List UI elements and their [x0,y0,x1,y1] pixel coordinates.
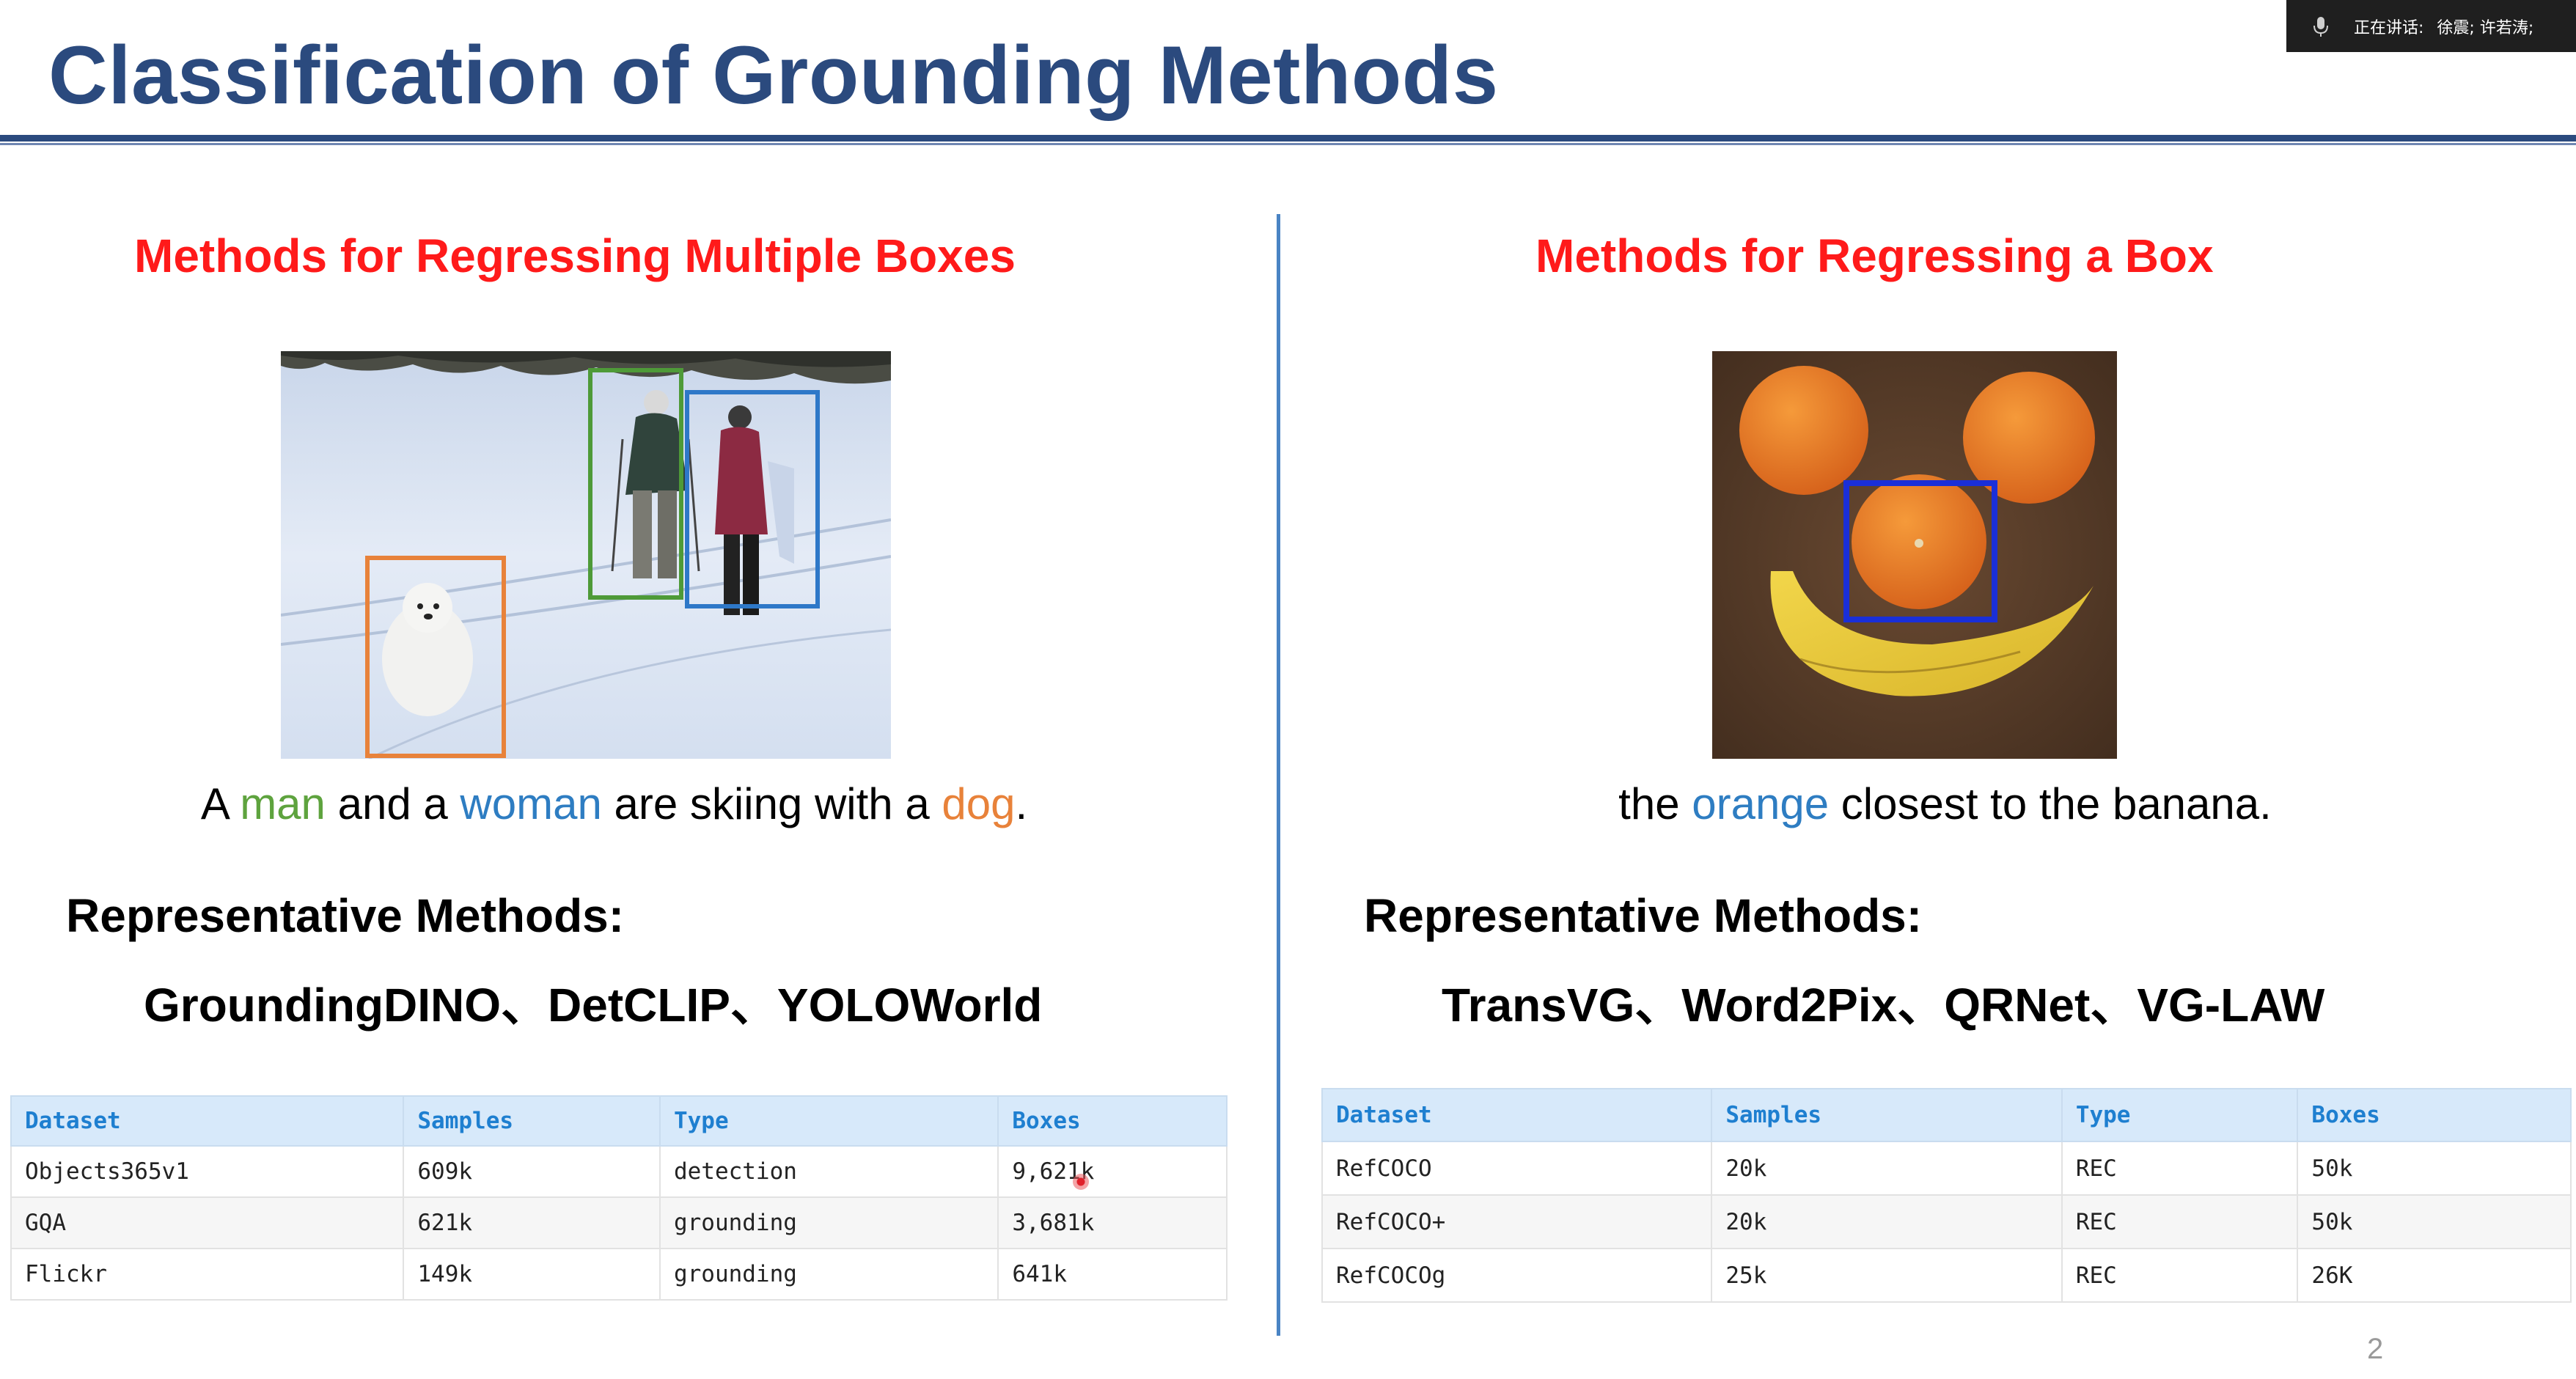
table-header-row: Dataset Samples Type Boxes [1321,1088,2572,1142]
table-row: RefCOCO+ 20k REC 50k [1321,1194,2572,1249]
title-rule-accent [0,143,2576,145]
right-heading: Methods for Regressing a Box [1535,229,2214,282]
table-row: Flickr 149k grounding 641k [10,1248,1228,1301]
table-cell: grounding [658,1196,999,1249]
speaking-label: 正在讲话: [2354,18,2424,37]
table-cell: 20k [1711,1141,2063,1196]
col-header-type: Type [658,1095,999,1147]
caption-word-woman: woman [460,779,602,828]
table-cell: 20k [1711,1194,2063,1249]
table-cell: 641k [997,1248,1228,1301]
table-cell: grounding [658,1248,999,1301]
ski-photo [281,351,891,759]
table-row: RefCOCOg 25k REC 26K [1321,1248,2572,1303]
table-cell: REC [2061,1248,2299,1303]
caption-word-dog: dog [942,779,1016,828]
col-header-boxes: Boxes [997,1095,1228,1147]
microphone-icon [2308,14,2333,39]
caption-word-orange: orange [1692,779,1830,828]
caption-text: are skiing with a [601,779,942,828]
speaker-names: 徐震; 许若涛; [2437,18,2534,37]
table-cell: GQA [10,1196,405,1249]
table-cell: REC [2061,1194,2299,1249]
table-cell: 50k [2297,1141,2572,1196]
caption-word-man: man [240,779,326,828]
caption-text: . [1015,779,1028,828]
right-rep-methods: TransVG、Word2Pix、QRNet、VG-LAW [1442,979,2325,1032]
table-row: Objects365v1 609k detection 9,621k [10,1145,1228,1198]
page-number: 2 [2367,1333,2384,1365]
left-dataset-table: Dataset Samples Type Boxes Objects365v1 … [10,1095,1228,1301]
left-rep-label: Representative Methods: [66,889,625,942]
col-header-type: Type [2061,1088,2299,1142]
caption-text: and a [325,779,460,828]
table-cell: 621k [403,1196,661,1249]
col-header-boxes: Boxes [2297,1088,2572,1142]
table-cell: 609k [403,1145,661,1198]
table-header-row: Dataset Samples Type Boxes [10,1095,1228,1147]
table-cell: Objects365v1 [10,1145,405,1198]
col-header-samples: Samples [1711,1088,2063,1142]
table-cell: RefCOCO+ [1321,1194,1713,1249]
table-cell: detection [658,1145,999,1198]
table-cell: RefCOCOg [1321,1248,1713,1303]
table-cell: Flickr [10,1248,405,1301]
left-heading: Methods for Regressing Multiple Boxes [134,229,1016,282]
table-cell: 149k [403,1248,661,1301]
title-rule [0,135,2576,141]
right-caption: the orange closest to the banana. [1379,779,2511,829]
col-header-samples: Samples [403,1095,661,1147]
table-cell: 9,621k [997,1145,1228,1198]
col-header-dataset: Dataset [10,1095,405,1147]
caption-text: A [200,779,241,828]
left-rep-methods: GroundingDINO、DetCLIP、YOLOWorld [144,979,1043,1032]
col-header-dataset: Dataset [1321,1088,1713,1142]
left-caption: A man and a woman are skiing with a dog. [0,779,1228,829]
fruit-photo [1712,351,2117,759]
table-cell: 25k [1711,1248,2063,1303]
table-cell: 3,681k [997,1196,1228,1249]
table-cell: REC [2061,1141,2299,1196]
table-cell: 50k [2297,1194,2572,1249]
table-row: GQA 621k grounding 3,681k [10,1196,1228,1249]
caption-text: closest to the banana. [1829,779,2272,828]
right-dataset-table: Dataset Samples Type Boxes RefCOCO 20k R… [1321,1088,2572,1303]
speaking-indicator: 正在讲话: 徐震; 许若涛; [2286,0,2576,52]
pointer-cursor [1073,1174,1089,1190]
table-row: RefCOCO 20k REC 50k [1321,1141,2572,1196]
table-cell: RefCOCO [1321,1141,1713,1196]
caption-text: the [1618,779,1692,828]
right-rep-label: Representative Methods: [1364,889,1923,942]
slide-title: Classification of Grounding Methods [48,29,1499,121]
table-cell: 26K [2297,1248,2572,1303]
column-divider [1277,214,1280,1336]
